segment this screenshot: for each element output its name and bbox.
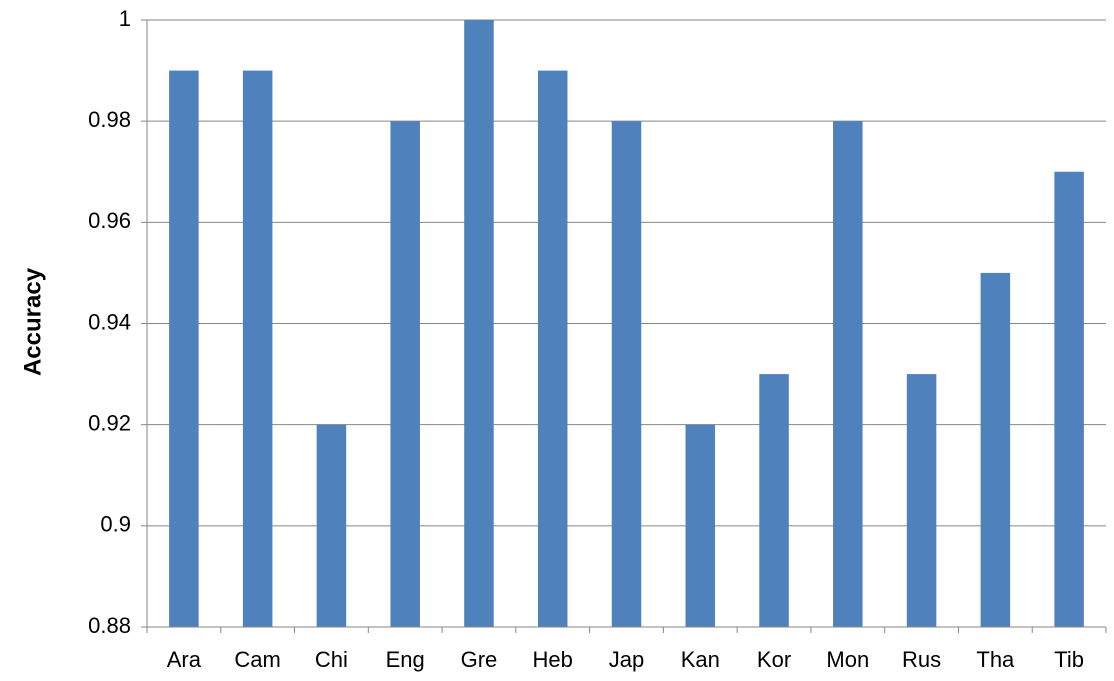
bar-gre	[464, 20, 494, 627]
x-tick-label: Heb	[533, 647, 573, 672]
bar-kor	[759, 374, 789, 627]
y-axis-label: Accuracy	[19, 267, 46, 376]
bar-heb	[537, 70, 568, 628]
bar-mon	[833, 121, 863, 628]
bar-ara	[169, 70, 199, 628]
x-tick-label: Kor	[757, 647, 791, 672]
y-tick-label: 0.88	[88, 613, 131, 638]
y-tick-label: 0.96	[88, 208, 131, 233]
y-tick-labels: 0.88 0.9 0.92 0.94 0.96 0.98 1	[88, 6, 131, 638]
bar-jap	[611, 121, 642, 628]
x-tick-label: Tha	[976, 647, 1015, 672]
bar-tib	[1054, 171, 1084, 627]
bar-rus	[906, 374, 937, 627]
x-tick-labels: Ara Cam Chi Eng Gre Heb Jap Kan Kor Mon Rus Tha Tib	[167, 647, 1084, 672]
bar-tha	[980, 272, 1011, 627]
x-tick-label: Cam	[234, 647, 280, 672]
y-tick-label: 1	[119, 6, 131, 31]
x-tick-label: Eng	[386, 647, 425, 672]
y-tick-label: 0.98	[88, 107, 131, 132]
x-tick-label: Chi	[315, 647, 348, 672]
bar-chi	[316, 424, 347, 627]
bar-cam	[242, 70, 273, 628]
x-tick-label: Rus	[902, 647, 941, 672]
x-tick-label: Ara	[167, 647, 202, 672]
bars	[169, 20, 1084, 628]
x-tick-label: Kan	[681, 647, 720, 672]
x-tick-label: Jap	[609, 647, 644, 672]
y-tick-label: 0.92	[88, 410, 131, 435]
y-tick-label: 0.94	[88, 309, 131, 334]
x-tick-label: Gre	[461, 647, 498, 672]
axes	[141, 19, 1107, 633]
x-tick-label: Tib	[1054, 647, 1084, 672]
bar-kan	[685, 424, 716, 627]
bar-eng	[390, 121, 420, 628]
x-tick-label: Mon	[826, 647, 869, 672]
y-tick-label: 0.9	[100, 512, 131, 537]
